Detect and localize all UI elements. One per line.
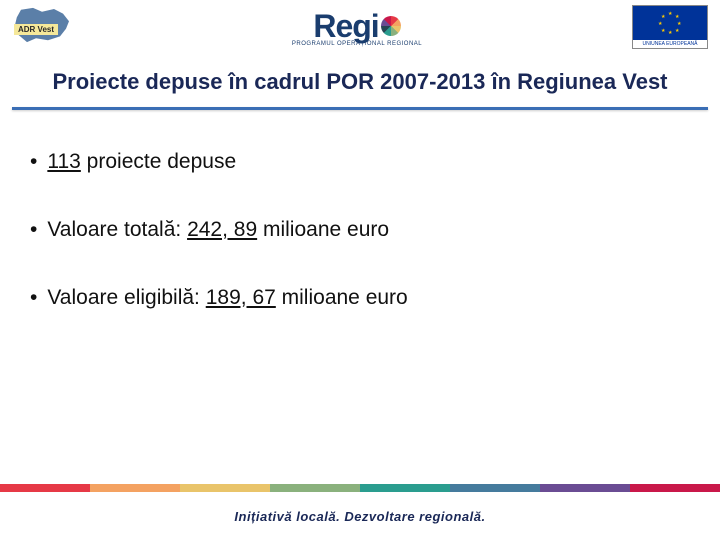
adr-vest-logo: ADR Vest <box>12 6 82 48</box>
bullet-marker: • <box>30 286 37 310</box>
bullet-item: • Valoare eligibilă: 189, 67 milioane eu… <box>30 286 690 310</box>
stripe-seg <box>0 484 90 492</box>
eu-logo: ★ ★ ★ ★ ★ ★ ★ ★ UNIUNEA EUROPEANĂ <box>632 5 708 49</box>
stripe-seg <box>540 484 630 492</box>
stripe-seg <box>630 484 720 492</box>
stripe-seg <box>90 484 180 492</box>
eu-flag-icon: ★ ★ ★ ★ ★ ★ ★ ★ <box>633 6 707 40</box>
bullet-item: • 113 proiecte depuse <box>30 150 690 174</box>
stripe-seg <box>180 484 270 492</box>
stripe-seg <box>450 484 540 492</box>
color-wheel-icon <box>381 16 401 36</box>
stripe-seg <box>360 484 450 492</box>
regio-subtitle: PROGRAMUL OPERAȚIONAL REGIONAL <box>292 41 422 47</box>
regio-logo: Regi PROGRAMUL OPERAȚIONAL REGIONAL <box>292 8 422 47</box>
page-title: Proiecte depuse în cadrul POR 2007-2013 … <box>0 50 720 105</box>
bullet-marker: • <box>30 218 37 242</box>
bullet-item: • Valoare totală: 242, 89 milioane euro <box>30 218 690 242</box>
header: ADR Vest Regi PROGRAMUL OPERAȚIONAL REGI… <box>0 0 720 50</box>
adr-label: ADR Vest <box>14 24 58 35</box>
content: • 113 proiecte depuse • Valoare totală: … <box>0 110 720 310</box>
footer-tagline: Inițiativă locală. Dezvoltare regională. <box>0 509 720 524</box>
color-stripe <box>0 484 720 492</box>
stripe-seg <box>270 484 360 492</box>
eu-caption: UNIUNEA EUROPEANĂ <box>633 40 707 48</box>
regio-text: Regi <box>313 8 400 45</box>
bullet-marker: • <box>30 150 37 174</box>
